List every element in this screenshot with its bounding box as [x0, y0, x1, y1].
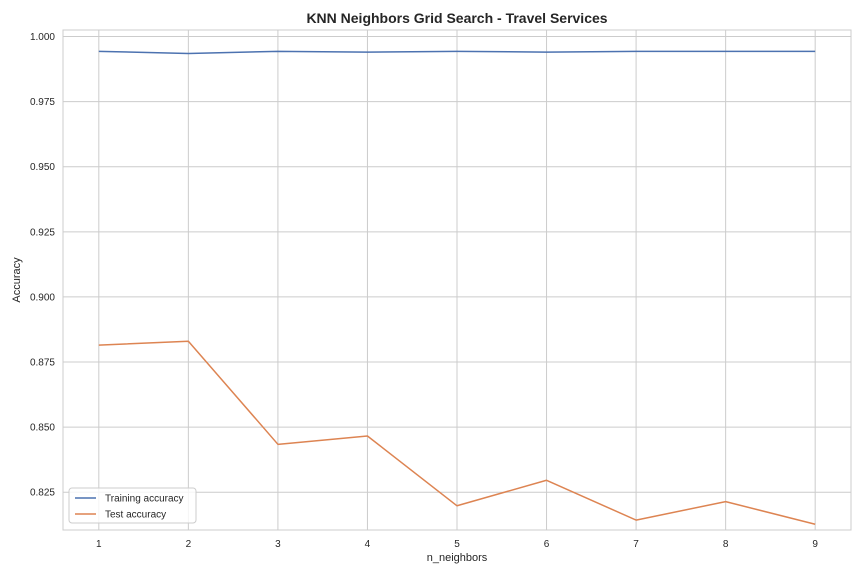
legend-label-test: Test accuracy — [105, 510, 166, 521]
series-line-training — [98, 50, 816, 55]
y-tick-label: 0.900 — [30, 292, 55, 303]
y-tick-label: 0.925 — [30, 227, 55, 238]
series-lines — [98, 50, 816, 525]
legend-label-training: Training accuracy — [105, 494, 184, 505]
x-tick-label: 8 — [723, 539, 729, 550]
x-tick-label: 4 — [365, 539, 371, 550]
x-tick-label: 3 — [275, 539, 281, 550]
y-axis-ticks: 0.825 0.850 0.875 0.900 0.925 0.950 0.975 1.000 — [30, 32, 55, 499]
y-tick-label: 0.975 — [30, 97, 55, 108]
y-tick-label: 1.000 — [30, 32, 55, 43]
legend-box — [68, 487, 197, 524]
x-tick-label: 1 — [96, 539, 102, 550]
x-axis-label: n_neighbors — [427, 552, 488, 564]
y-tick-label: 0.875 — [30, 358, 55, 369]
chart-title: KNN Neighbors Grid Search - Travel Servi… — [306, 10, 607, 26]
y-tick-label: 0.850 — [30, 423, 55, 434]
x-axis-ticks: 1 2 3 4 5 6 7 8 9 — [96, 539, 818, 550]
x-tick-label: 5 — [454, 539, 460, 550]
legend: Training accuracy Test accuracy — [68, 487, 197, 524]
x-tick-label: 2 — [186, 539, 192, 550]
x-tick-label: 7 — [633, 539, 639, 550]
plot-frame — [62, 29, 852, 531]
series-line-test — [98, 340, 816, 525]
x-tick-label: 9 — [812, 539, 818, 550]
x-tick-label: 6 — [544, 539, 550, 550]
grid — [63, 30, 851, 530]
y-tick-label: 0.950 — [30, 162, 55, 173]
y-tick-label: 0.825 — [30, 488, 55, 499]
y-axis-label: Accuracy — [11, 257, 23, 303]
